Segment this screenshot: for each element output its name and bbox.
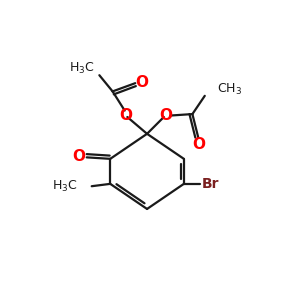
Text: O: O [119,108,132,123]
Text: O: O [72,149,85,164]
Text: O: O [159,108,172,123]
Text: O: O [136,75,148,90]
Text: H$_3$C: H$_3$C [69,61,95,76]
Text: CH$_3$: CH$_3$ [218,82,243,98]
Text: H$_3$C: H$_3$C [52,179,78,194]
Text: O: O [192,136,206,152]
Text: Br: Br [202,177,220,191]
